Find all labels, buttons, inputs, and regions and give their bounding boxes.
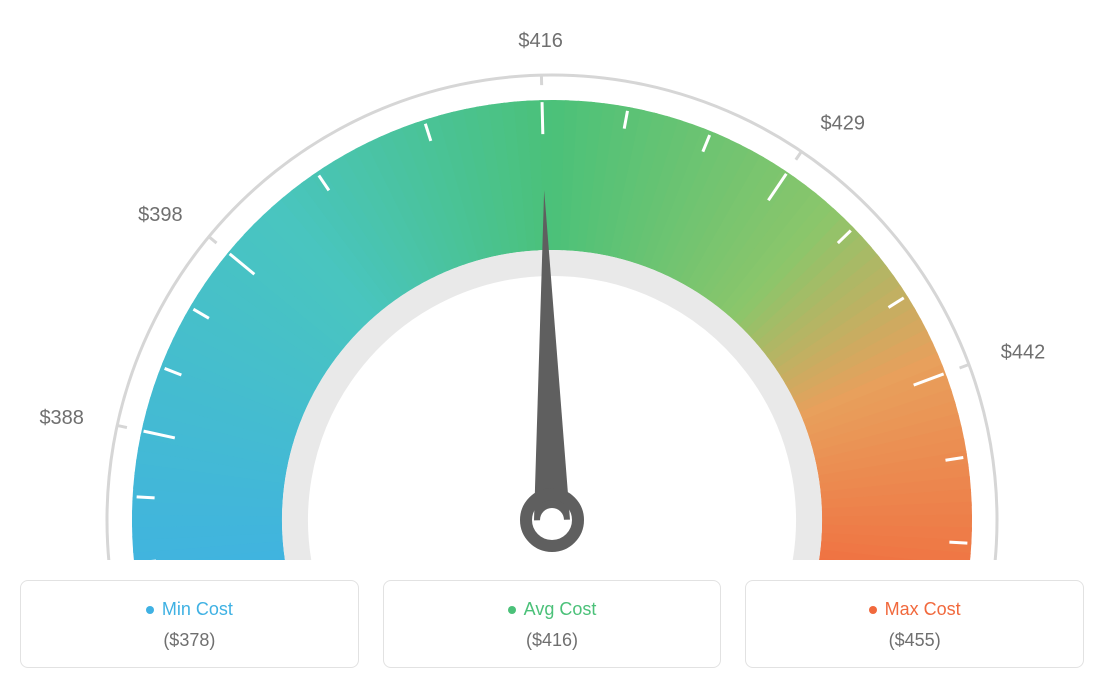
legend-min-value: ($378) xyxy=(21,630,358,651)
tick-minor xyxy=(137,497,155,498)
tick-label: $442 xyxy=(1001,342,1045,364)
tick-label: $429 xyxy=(820,112,865,134)
tick-nub xyxy=(960,364,969,367)
tick-label: $416 xyxy=(518,30,563,52)
legend-min-dot xyxy=(146,606,154,614)
needle-hub-hole xyxy=(540,508,564,532)
tick-label: $388 xyxy=(39,407,84,429)
tick-label: $398 xyxy=(138,204,183,226)
tick-nub xyxy=(117,425,127,427)
legend-row: Min Cost ($378) Avg Cost ($416) Max Cost… xyxy=(20,580,1084,668)
legend-max-label: Max Cost xyxy=(885,599,961,620)
legend-min-card: Min Cost ($378) xyxy=(20,580,359,668)
legend-avg-value: ($416) xyxy=(384,630,721,651)
legend-avg-card: Avg Cost ($416) xyxy=(383,580,722,668)
legend-avg-dot xyxy=(508,606,516,614)
tick-minor xyxy=(949,542,967,543)
legend-min-label: Min Cost xyxy=(162,599,233,620)
tick-major xyxy=(542,102,543,134)
tick-nub xyxy=(209,237,217,243)
legend-max-card: Max Cost ($455) xyxy=(745,580,1084,668)
legend-max-value: ($455) xyxy=(746,630,1083,651)
tick-nub xyxy=(796,151,802,159)
legend-max-dot xyxy=(869,606,877,614)
cost-gauge: $378$388$398$416$429$442$455 xyxy=(20,20,1084,560)
legend-avg-label: Avg Cost xyxy=(524,599,597,620)
